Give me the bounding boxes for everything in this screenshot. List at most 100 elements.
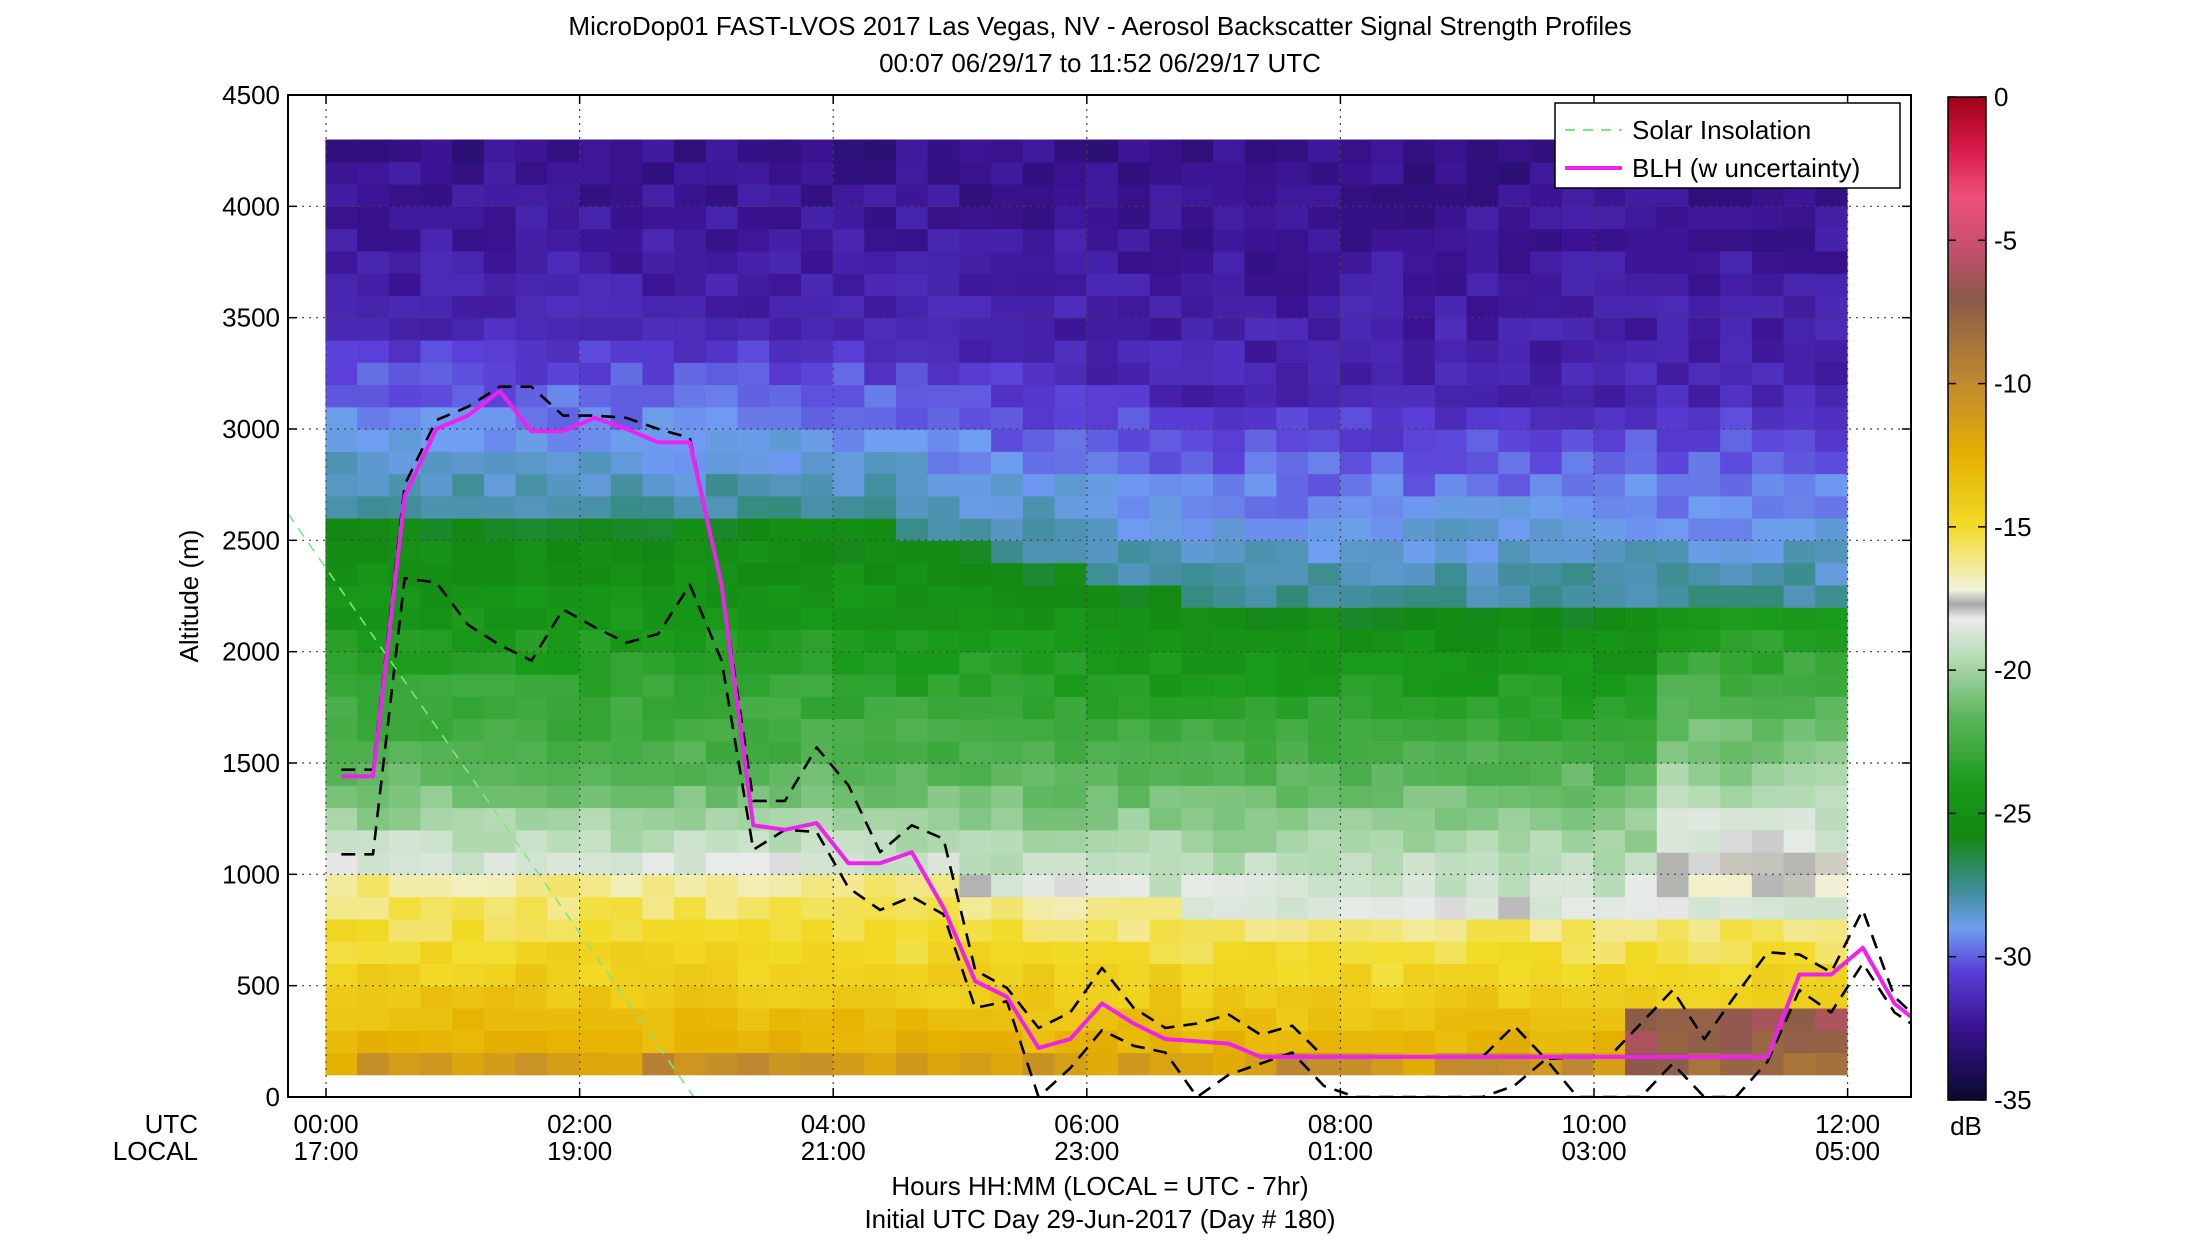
heatmap-cell — [1783, 1052, 1816, 1076]
heatmap-cell — [705, 139, 739, 163]
heatmap-cell — [1434, 273, 1468, 296]
heatmap-cell — [1466, 584, 1499, 608]
heatmap-cell — [1815, 673, 1848, 697]
heatmap-cell — [1625, 607, 1658, 630]
blh-line — [341, 389, 1911, 1059]
heatmap-cell — [769, 495, 802, 519]
heatmap-cell — [737, 495, 770, 519]
heatmap-cell — [579, 339, 612, 363]
heatmap-cell — [1054, 495, 1087, 519]
heatmap-cell — [1244, 406, 1277, 430]
heatmap-cell — [515, 785, 548, 809]
heatmap-cell — [895, 161, 929, 185]
heatmap-cell — [325, 495, 358, 519]
heatmap-cell — [1371, 206, 1404, 230]
heatmap-cell — [388, 339, 422, 363]
heatmap-cell — [1339, 918, 1373, 942]
heatmap-cell — [1117, 273, 1151, 296]
heatmap-cell — [515, 362, 548, 386]
heatmap-cell — [1751, 629, 1785, 653]
heatmap-cell — [1149, 763, 1182, 786]
heatmap-cell — [1149, 473, 1182, 497]
heatmap-cell — [864, 763, 897, 786]
heatmap-cell — [674, 584, 707, 608]
heatmap-cell — [1434, 963, 1468, 987]
heatmap-cell — [515, 1030, 548, 1054]
heatmap-cell — [1434, 295, 1468, 319]
heatmap-cell — [895, 1007, 929, 1031]
heatmap-cell — [959, 384, 992, 408]
heatmap-cell — [610, 718, 643, 742]
heatmap-cell — [1434, 562, 1468, 586]
heatmap-cell — [1149, 161, 1182, 185]
heatmap-cell — [800, 250, 834, 274]
heatmap-cell — [927, 807, 960, 831]
heatmap-cell — [452, 941, 485, 964]
heatmap-cell — [1054, 651, 1087, 675]
heatmap-cell — [642, 785, 675, 809]
heatmap-cell — [1086, 1052, 1119, 1076]
heatmap-cell — [1529, 206, 1563, 230]
heatmap-cell — [959, 161, 992, 185]
heatmap-cell — [325, 317, 358, 341]
heatmap-cell — [1403, 406, 1436, 430]
heatmap-cell — [388, 852, 422, 875]
heatmap-cell — [1751, 250, 1785, 274]
heatmap-cell — [1593, 184, 1626, 207]
heatmap-cell — [1656, 451, 1690, 475]
heatmap-cell — [1403, 339, 1436, 363]
heatmap-cell — [1815, 874, 1848, 898]
heatmap-cell — [610, 206, 643, 230]
heatmap-cell — [1625, 206, 1658, 230]
heatmap-cell — [547, 518, 580, 541]
heatmap-cell — [800, 562, 834, 586]
heatmap-cell — [1054, 673, 1087, 697]
heatmap-cell — [1625, 273, 1658, 296]
heatmap-cell — [1371, 406, 1404, 430]
heatmap-cell — [705, 250, 739, 274]
heatmap-cell — [1720, 584, 1753, 608]
heatmap-cell — [864, 139, 897, 163]
heatmap-cell — [1434, 1030, 1468, 1054]
heatmap-cell — [610, 250, 643, 274]
heatmap-cell — [1656, 584, 1690, 608]
heatmap-cell — [1212, 807, 1246, 831]
heatmap-cell — [991, 629, 1024, 653]
heatmap-cell — [769, 518, 802, 541]
heatmap-cell — [642, 562, 675, 586]
heatmap-cell — [1593, 406, 1626, 430]
heatmap-cell — [452, 139, 485, 163]
y-tick-label: 2500 — [222, 525, 280, 555]
heatmap-cell — [1212, 451, 1246, 475]
heatmap-cell — [1466, 941, 1499, 964]
heatmap-cell — [832, 362, 865, 386]
heatmap-cell — [1022, 295, 1056, 319]
heatmap-cell — [1054, 339, 1087, 363]
heatmap-cell — [1244, 829, 1277, 853]
heatmap-cell — [1276, 584, 1309, 608]
heatmap-cell — [1466, 785, 1499, 809]
heatmap-cell — [1783, 918, 1816, 942]
heatmap-cell — [547, 339, 580, 363]
chart-subtitle: 00:07 06/29/17 to 11:52 06/29/17 UTC — [879, 48, 1321, 78]
heatmap-cell — [674, 384, 707, 408]
heatmap-cell — [1529, 874, 1563, 898]
heatmap-cell — [1244, 161, 1277, 185]
heatmap-cell — [1244, 584, 1277, 608]
heatmap-cell — [1466, 807, 1499, 831]
heatmap-cell — [1371, 384, 1404, 408]
heatmap-cell — [1498, 673, 1531, 697]
heatmap-cell — [642, 250, 675, 274]
heatmap-cell — [1593, 273, 1626, 296]
heatmap-cell — [483, 829, 517, 853]
heatmap-cell — [483, 985, 517, 1009]
heatmap-cell — [895, 1052, 929, 1076]
heatmap-cell — [1308, 495, 1341, 519]
heatmap-cell — [483, 874, 517, 898]
x-axis-label-secondary: Initial UTC Day 29-Jun-2017 (Day # 180) — [864, 1204, 1335, 1234]
heatmap-cell — [1403, 184, 1436, 207]
heatmap-cell — [1751, 273, 1785, 296]
heatmap-cell — [895, 963, 929, 987]
heatmap-cell — [357, 317, 390, 341]
heatmap-cell — [1276, 518, 1309, 541]
